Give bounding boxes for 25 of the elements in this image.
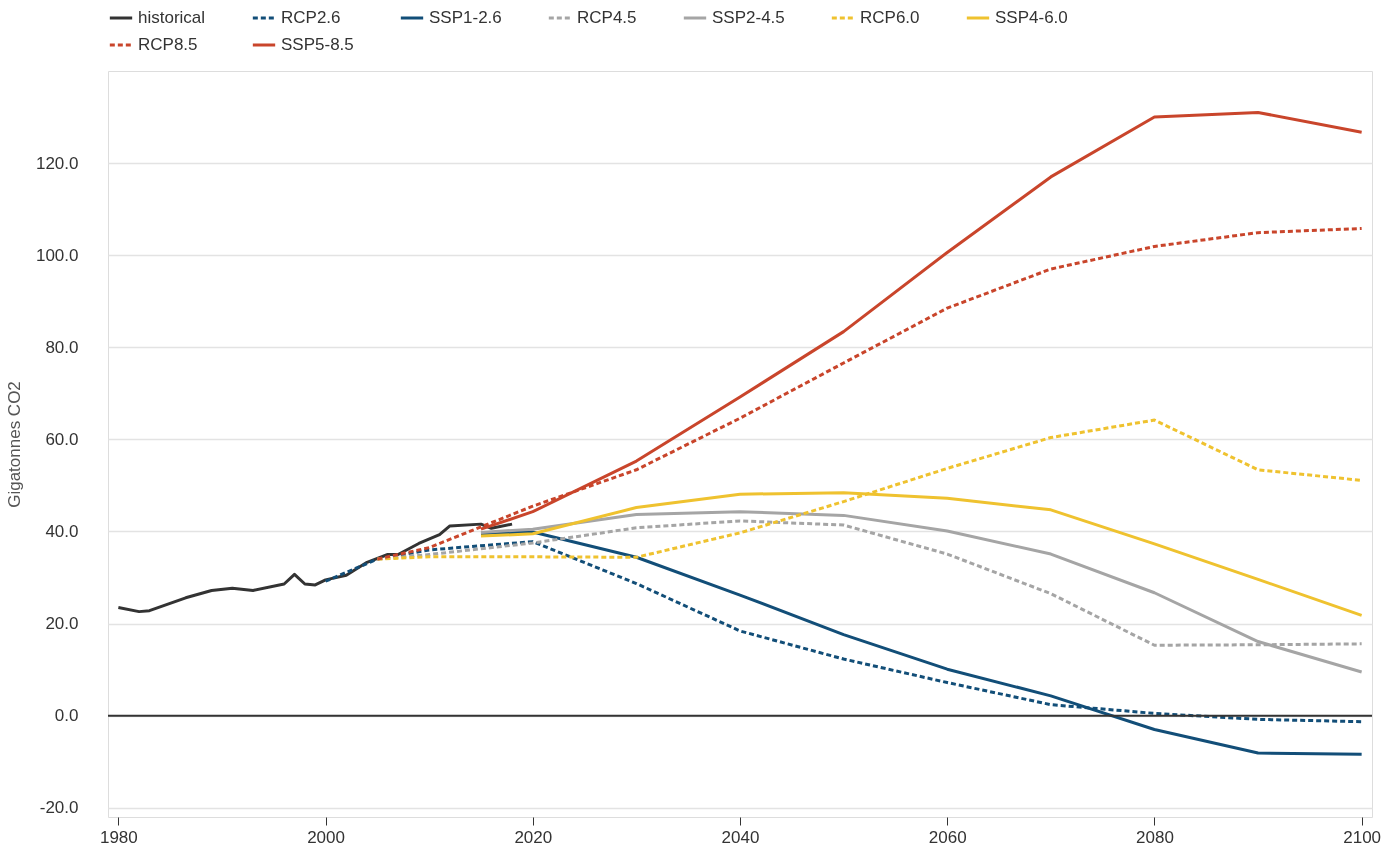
x-tick-label: 2100 [1343,827,1382,847]
legend-label: RCP4.5 [577,8,637,27]
y-tick-label: 40.0 [45,521,79,541]
legend-label: RCP6.0 [860,8,920,27]
legend-label: SSP4-6.0 [995,8,1068,27]
x-tick-label: 2060 [928,827,967,847]
legend-label: RCP8.5 [138,35,198,54]
y-tick-label: 0.0 [54,706,79,726]
y-tick-label: 120.0 [35,153,79,173]
legend-label: RCP2.6 [281,8,341,27]
x-tick-label: 2040 [721,827,760,847]
y-tick-label: -20.0 [39,798,79,818]
legend-label: SSP1-2.6 [429,8,502,27]
y-tick-label: 80.0 [45,337,79,357]
x-tick-label: 2080 [1136,827,1174,847]
legend-label: SSP5-8.5 [281,35,354,54]
x-tick-label: 2000 [307,827,345,847]
x-tick-label: 1980 [99,827,138,847]
y-tick-label: 60.0 [45,429,79,449]
legend-label: SSP2-4.5 [712,8,785,27]
y-axis-title: Gigatonnes CO2 [4,381,24,508]
y-tick-label: 100.0 [35,245,79,265]
x-tick-label: 2020 [514,827,553,847]
y-tick-label: 20.0 [45,614,79,634]
legend-label: historical [138,8,206,27]
